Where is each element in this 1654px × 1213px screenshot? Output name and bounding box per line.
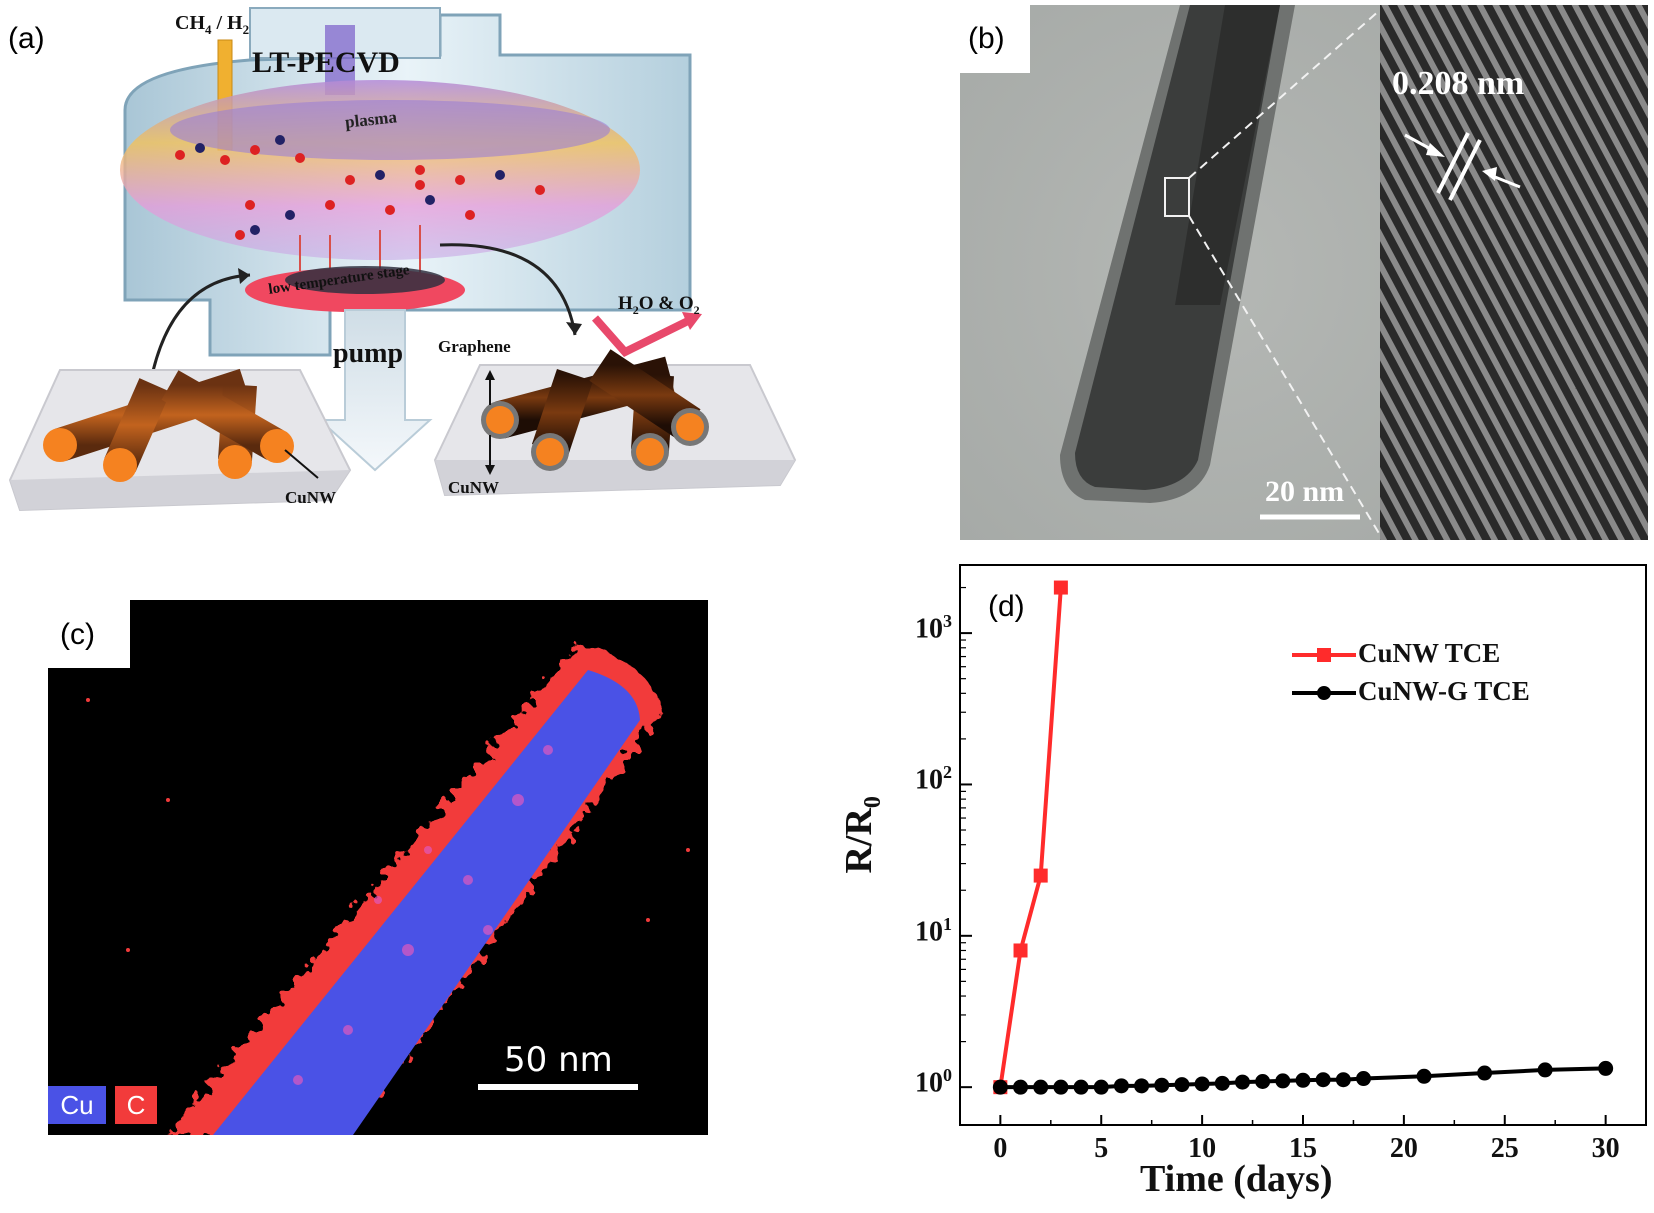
pump-arrow [317,309,433,472]
y-tick-label: 102 [915,762,952,796]
x-tick-label: 5 [1094,1133,1109,1164]
x-tick-label: 0 [993,1133,1008,1164]
panel-d-label: (d) [988,590,1025,623]
data-point [1093,1079,1109,1095]
x-axis-label: Time (days) [1140,1158,1333,1200]
pump-label: pump [333,338,404,369]
data-point [1234,1074,1250,1090]
tem-image [960,5,1648,540]
lt-pecvd-title: LT-PECVD [252,46,400,79]
x-tick-label: 30 [1591,1133,1620,1164]
y-tick-label: 103 [915,611,952,645]
data-point [1477,1065,1493,1081]
selection-box [1164,177,1190,217]
molecules [175,135,545,240]
data-point [1416,1068,1432,1084]
gas-label: CH4 / H2 [175,12,250,37]
data-point [1033,1079,1049,1095]
resistance-chart [959,564,1647,1126]
panel-c: (c) 50 nm Cu C [48,600,708,1135]
legend-item-cunw-g-tce: CuNW-G TCE [1358,676,1530,706]
data-point [1194,1076,1210,1092]
data-point [1053,1079,1069,1095]
eds-legend-c: C [115,1086,157,1124]
data-point [1537,1062,1553,1078]
data-point [1335,1072,1351,1088]
data-point [1033,868,1048,883]
series-line-cunw-tce [998,587,1063,1088]
panel-a-label: (a) [8,22,45,55]
data-point [1315,1072,1331,1088]
legend: CuNW TCE CuNW-G TCE [1290,638,1590,718]
legend-marker-cunw [1317,648,1331,662]
copper-signal [213,670,640,1135]
panel-b-label: (b) [968,22,1005,55]
data-point [1214,1075,1230,1091]
data-point [1113,1078,1129,1094]
data-point [1255,1073,1271,1089]
cunw-left-label: CuNW [285,488,337,507]
data-point [1134,1078,1150,1094]
nanowires-right [481,349,709,471]
data-point [1295,1072,1311,1088]
exhaust-arrow [592,315,692,357]
hrtem-inset [1380,5,1648,540]
pecvd-schematic [8,7,797,512]
eds-map [48,600,708,1135]
data-point [1174,1077,1190,1093]
y-tick-label: 100 [915,1065,952,1099]
transfer-arrow-right [439,243,577,336]
data-point [1013,1079,1029,1095]
x-tick-label: 10 [1188,1133,1217,1164]
data-point [1013,943,1028,958]
panel-d: (d) Time (days) R/R0 0 5 10 15 20 25 30 100 101 1… [820,560,1654,1213]
eds-legend-cu: Cu [48,1086,106,1124]
legend-marker-cunw-g [1317,686,1331,700]
nanowires-left [43,368,294,482]
y-tick-label: 101 [915,913,952,948]
panel-a: (a) LT-PECVD CH4 / H2 plasma low tempera… [0,0,820,540]
data-point [1053,580,1068,595]
data-point [1073,1079,1089,1095]
lattice-spacing-label: 0.208 nm [1392,65,1525,102]
tem-scale-bar-label: 20 nm [1265,475,1345,508]
x-tick-label: 15 [1289,1133,1317,1164]
data-point [992,1079,1008,1095]
legend-item-cunw-tce: CuNW TCE [1358,638,1501,668]
eds-scale-bar-label: 50 nm [504,1040,613,1080]
data-point [1356,1071,1372,1087]
data-point [1154,1077,1170,1093]
graphene-label: Graphene [438,337,511,356]
panel-b: (b) 0.208 nm 20 nm [960,5,1648,540]
x-tick-label: 25 [1490,1133,1519,1164]
x-tick-label: 20 [1389,1133,1418,1164]
exhaust-label: H2O & O2 [618,293,700,317]
panel-c-label: (c) [60,618,95,651]
data-point [1598,1060,1614,1076]
cunw-right-label: CuNW [448,478,500,497]
transfer-arrow-left [148,273,251,386]
data-point [1275,1073,1291,1089]
